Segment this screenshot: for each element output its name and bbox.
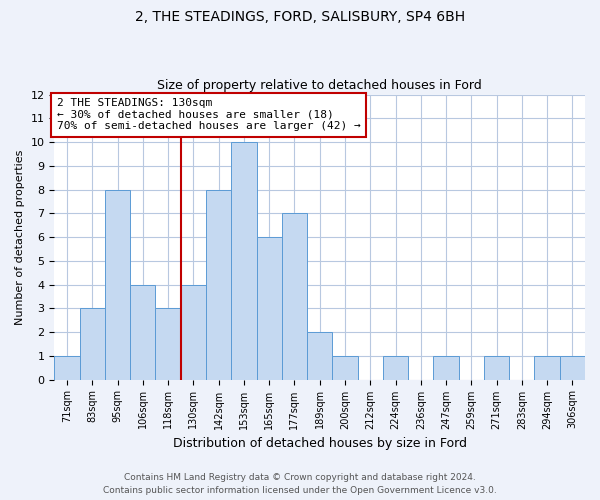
Text: 2 THE STEADINGS: 130sqm
← 30% of detached houses are smaller (18)
70% of semi-de: 2 THE STEADINGS: 130sqm ← 30% of detache… <box>57 98 361 132</box>
Bar <box>155 308 181 380</box>
Bar <box>181 284 206 380</box>
Title: Size of property relative to detached houses in Ford: Size of property relative to detached ho… <box>157 79 482 92</box>
Bar <box>535 356 560 380</box>
Bar <box>383 356 408 380</box>
Bar <box>206 190 231 380</box>
Text: 2, THE STEADINGS, FORD, SALISBURY, SP4 6BH: 2, THE STEADINGS, FORD, SALISBURY, SP4 6… <box>135 10 465 24</box>
X-axis label: Distribution of detached houses by size in Ford: Distribution of detached houses by size … <box>173 437 467 450</box>
Bar <box>105 190 130 380</box>
Bar <box>282 214 307 380</box>
Y-axis label: Number of detached properties: Number of detached properties <box>15 150 25 325</box>
Text: Contains HM Land Registry data © Crown copyright and database right 2024.
Contai: Contains HM Land Registry data © Crown c… <box>103 474 497 495</box>
Bar <box>484 356 509 380</box>
Bar <box>332 356 358 380</box>
Bar <box>55 356 80 380</box>
Bar <box>130 284 155 380</box>
Bar <box>231 142 257 380</box>
Bar <box>257 237 282 380</box>
Bar <box>433 356 458 380</box>
Bar <box>307 332 332 380</box>
Bar <box>560 356 585 380</box>
Bar <box>80 308 105 380</box>
